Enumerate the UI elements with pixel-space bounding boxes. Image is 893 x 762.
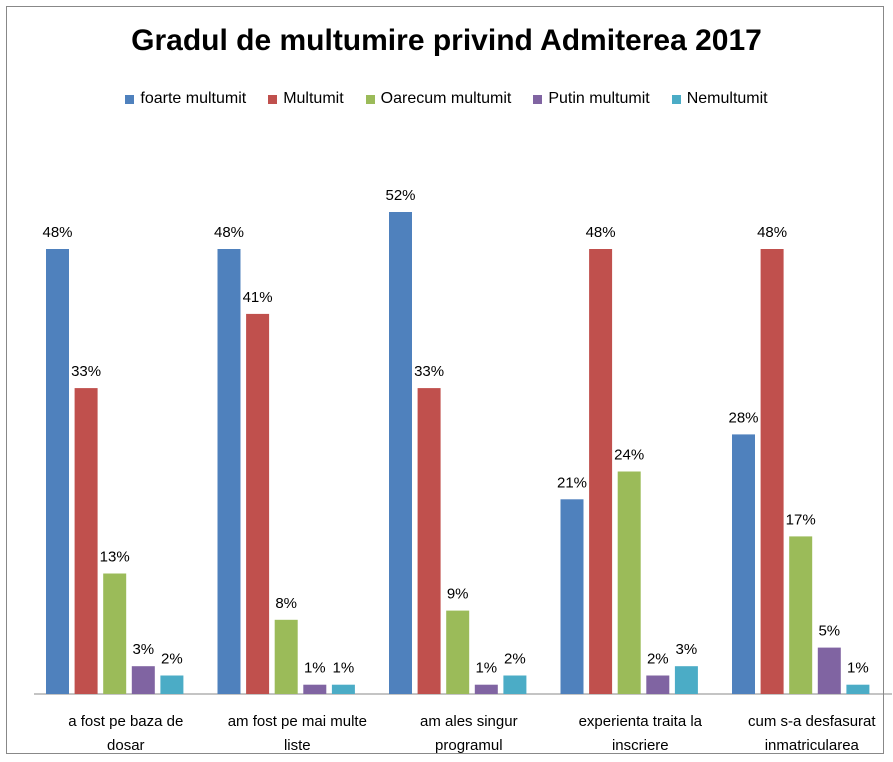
bar-3-3 [646,675,670,694]
data-label-3-4: 5% [818,623,840,640]
category-label-line-0-1: dosar [107,737,145,754]
data-label-4-0: 2% [161,651,183,668]
bar-2-0 [103,573,127,694]
bar-0-1 [217,249,241,694]
data-label-0-4: 28% [728,409,758,426]
bar-4-1 [331,684,355,694]
category-label-1: am fost pe mai multe liste [228,713,367,754]
data-label-3-1: 1% [304,660,326,677]
bar-3-2 [474,684,498,694]
category-label-2: am ales singur programul [420,713,518,754]
bar-1-1 [246,313,270,694]
data-label-0-0: 48% [42,224,72,241]
legend-swatch-2 [365,94,375,104]
bar-3-1 [303,684,327,694]
data-label-1-3: 48% [586,224,616,241]
legend-item-0: foarte multumit [125,90,246,108]
bar-1-4 [760,249,784,694]
bar-0-0 [46,249,69,694]
category-label-line-4-1: inmatricularea [765,737,860,754]
data-label-3-3: 2% [647,651,669,668]
legend-label-4: Nemultumit [686,90,768,107]
legend-item-4: Nemultumit [671,90,768,108]
bar-2-4 [789,536,813,694]
legend-label-3: Putin multumit [548,90,650,107]
bar-2-1 [274,619,298,694]
legend-item-2: Oarecum multumit [365,90,512,108]
data-label-4-1: 1% [333,660,355,677]
bar-4-2 [503,675,527,694]
category-label-line-3-1: inscriere [612,737,669,754]
legend-item-1: Multumit [268,90,344,108]
data-label-2-1: 8% [275,595,297,612]
bar-4-3 [674,666,698,694]
category-label-line-0-0: a fost pe baza de [68,713,183,730]
category-label-line-4-0: cum s-a desfasurat [748,713,876,730]
legend-swatch-0 [125,94,135,104]
data-label-4-3: 3% [676,641,698,658]
category-label-0: a fost pe baza de dosar [68,713,183,754]
bar-3-4 [817,647,841,694]
data-label-2-3: 24% [614,447,644,464]
data-label-1-0: 33% [71,363,101,380]
category-label-line-2-0: am ales singur [420,713,518,730]
bar-3-0 [131,666,155,694]
legend-label-0: foarte multumit [140,90,247,107]
data-label-3-2: 1% [475,660,497,677]
bar-2-2 [446,610,470,694]
data-label-2-4: 17% [786,511,816,528]
legend-label-1: Multumit [283,90,344,107]
legend-swatch-4 [671,94,681,104]
chart-title: Gradul de multumire privind Admiterea 20… [131,24,762,57]
legend-swatch-3 [533,94,543,104]
bar-1-0 [74,388,98,694]
category-label-3: experienta traita la inscriere [579,713,703,754]
data-label-1-1: 41% [243,289,273,306]
legend-label-2: Oarecum multumit [380,90,512,107]
data-label-0-2: 52% [385,187,415,204]
data-label-2-2: 9% [447,586,469,603]
bar-2-3 [617,471,641,694]
bar-0-4 [732,434,755,694]
bar-0-2 [389,212,412,694]
bar-0-3 [560,499,584,694]
data-label-0-1: 48% [214,224,244,241]
bar-1-3 [589,249,613,694]
category-label-line-1-0: am fost pe mai multe [228,713,367,730]
data-label-4-4: 1% [847,660,869,677]
category-label-line-2-1: programul [435,737,503,754]
data-label-2-0: 13% [100,549,130,566]
data-label-1-4: 48% [757,224,787,241]
category-label-line-3-0: experienta traita la [579,713,703,730]
category-label-line-1-1: liste [284,737,311,754]
data-label-4-2: 2% [504,651,526,668]
legend-item-3: Putin multumit [533,90,650,108]
data-label-1-2: 33% [414,363,444,380]
bar-4-4 [846,684,870,694]
legend: foarte multumit Multumit Oarecum multumit P… [0,90,893,108]
data-label-3-0: 3% [132,641,154,658]
data-label-0-3: 21% [557,474,587,491]
bar-1-2 [417,388,441,694]
category-label-4: cum s-a desfasurat inmatricularea [748,713,876,754]
bar-4-0 [160,675,184,694]
legend-swatch-1 [268,94,278,104]
